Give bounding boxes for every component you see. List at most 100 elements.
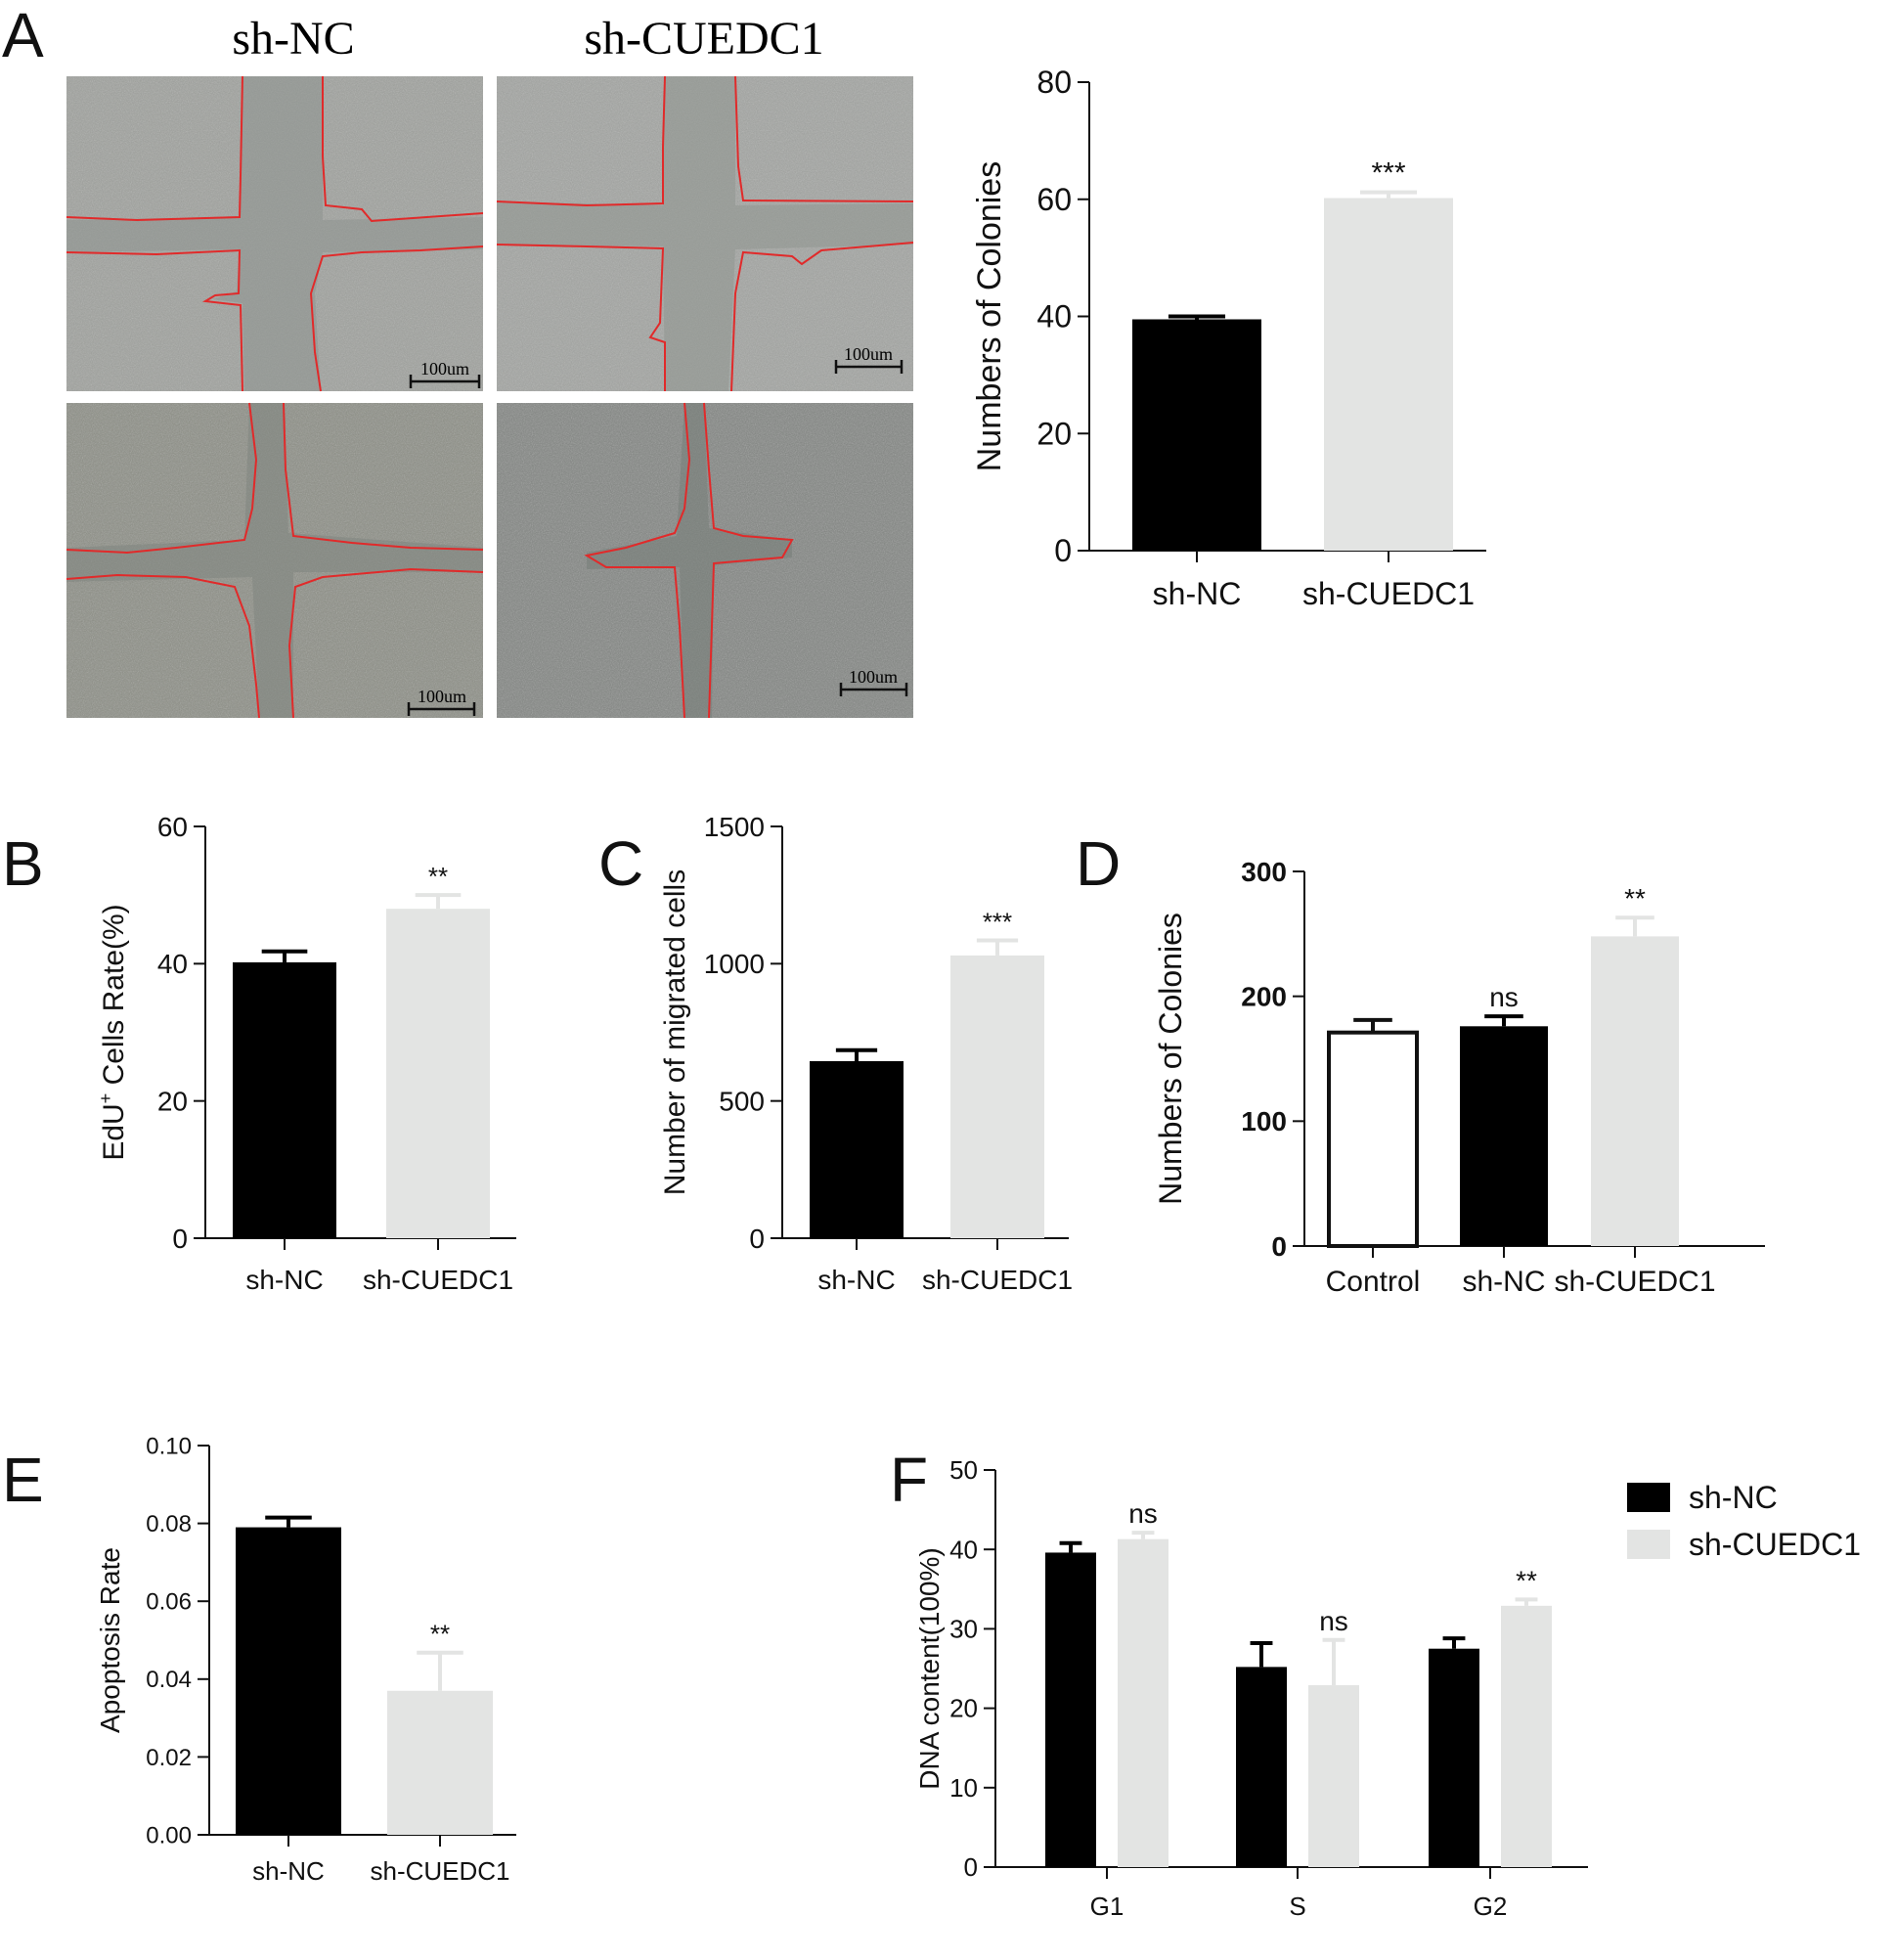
micrograph-sh-nc-24h: 100um (66, 402, 484, 719)
bar (1324, 198, 1453, 552)
x-tick-label: sh-NC (245, 1265, 323, 1295)
x-tick-label: sh-NC (1153, 576, 1242, 611)
bar (1429, 1648, 1479, 1867)
y-tick-label: 1500 (704, 812, 765, 842)
micrograph-label-sh-cuedc1: sh-CUEDC1 (584, 13, 823, 65)
scale-bar-label-4: 100um (849, 667, 898, 687)
legend-swatch (1627, 1530, 1670, 1559)
chart-c: 0 500 1000 1500 Number of migrated cells sh-N… (659, 812, 1073, 1295)
significance-label: ** (1516, 1565, 1537, 1595)
y-tick-label: 0.08 (146, 1511, 192, 1537)
chart-f: 0 10 20 30 40 50 DNA content(100%) ns G1 ns S ** G2 s… (914, 1455, 1861, 1921)
legend-swatch (1627, 1483, 1670, 1512)
bar (1118, 1538, 1168, 1867)
y-tick-label: 0 (749, 1224, 765, 1254)
panel-letter-b: B (2, 828, 44, 899)
legend-label: sh-NC (1689, 1480, 1778, 1515)
y-tick-label: 40 (949, 1535, 978, 1564)
significance-label: ns (1128, 1498, 1158, 1529)
bar (1460, 1026, 1548, 1246)
panel-letter-c: C (598, 828, 643, 899)
y-tick-label: 60 (157, 812, 188, 842)
bar (1236, 1667, 1287, 1867)
bar (950, 955, 1044, 1238)
panel-letter-d: D (1076, 828, 1121, 899)
significance-label: ns (1319, 1606, 1348, 1636)
bar (1591, 936, 1679, 1246)
chart-d: 0 100 200 300 Numbers of Colonies Control ns sh… (1153, 857, 1765, 1298)
y-tick-label: 20 (157, 1086, 188, 1116)
bar (1308, 1685, 1359, 1867)
significance-label: ** (430, 1620, 450, 1649)
chart-b: 0 20 40 60 EdU+ Cells Rate(%) sh-NC ** sh-CUEDC… (96, 812, 516, 1295)
y-tick-label: 20 (949, 1694, 978, 1723)
significance-label: *** (983, 907, 1012, 936)
panel-letter-e: E (2, 1445, 44, 1515)
bar (1132, 319, 1261, 551)
y-axis-label: Numbers of Colonies (1153, 913, 1188, 1205)
bar (233, 961, 336, 1238)
x-tick-label: Control (1326, 1266, 1421, 1298)
y-tick-label: 20 (1036, 416, 1072, 451)
y-axis-label: Number of migrated cells (659, 869, 691, 1195)
y-tick-label: 0.04 (146, 1667, 192, 1693)
micrograph-grid: sh-NC sh-CUEDC1 100um 100um (66, 13, 914, 719)
legend: sh-NC sh-CUEDC1 (1627, 1480, 1861, 1562)
legend-label: sh-CUEDC1 (1689, 1527, 1861, 1562)
y-axis-label: DNA content(100%) (914, 1547, 945, 1789)
y-tick-label: 0.10 (146, 1433, 192, 1459)
y-tick-label: 0.02 (146, 1745, 192, 1771)
x-tick-label: sh-CUEDC1 (1554, 1266, 1715, 1298)
significance-label: *** (1371, 157, 1405, 190)
x-tick-label: sh-CUEDC1 (922, 1265, 1073, 1295)
bar (236, 1527, 341, 1835)
bar (1501, 1605, 1552, 1867)
micrograph-label-sh-nc: sh-NC (232, 13, 354, 65)
y-axis-label-superscript: + (96, 1093, 115, 1104)
y-axis-label: Numbers of Colonies (971, 161, 1008, 471)
x-tick-label: sh-NC (1462, 1266, 1545, 1298)
scale-bar-label-1: 100um (420, 359, 469, 379)
y-tick-label: 0.00 (146, 1822, 192, 1849)
y-tick-label: 30 (949, 1615, 978, 1644)
chart-a: 0 20 40 60 80 Numbers of Colonies sh-NC *** sh-C… (971, 65, 1486, 611)
micrograph-sh-cuedc1-0h: 100um (496, 75, 914, 392)
y-tick-label: 50 (949, 1455, 978, 1485)
significance-label: ** (428, 862, 448, 891)
x-tick-label: G1 (1090, 1892, 1124, 1921)
x-tick-label: sh-CUEDC1 (363, 1265, 513, 1295)
panel-letter-f: F (890, 1445, 928, 1515)
y-tick-label: 200 (1241, 981, 1287, 1011)
y-axis-label: EdU+ Cells Rate(%) (96, 904, 130, 1160)
x-tick-label: sh-NC (252, 1856, 325, 1886)
x-tick-label: sh-NC (817, 1265, 895, 1295)
y-tick-label: 100 (1241, 1106, 1287, 1136)
y-axis-label-rest: Cells Rate(%) (98, 904, 130, 1092)
bar (1327, 1030, 1419, 1248)
y-tick-label: 500 (719, 1086, 765, 1116)
significance-label: ns (1489, 982, 1519, 1012)
y-tick-label: 40 (157, 949, 188, 979)
y-tick-label: 0 (1054, 533, 1072, 568)
y-tick-label: 0 (964, 1852, 978, 1882)
bar (810, 1060, 904, 1238)
bar (386, 909, 490, 1238)
y-tick-label: 0.06 (146, 1589, 192, 1616)
y-tick-label: 0 (1271, 1231, 1287, 1262)
chart-e: 0.00 0.02 0.04 0.06 0.08 0.10 Apoptosis Rate sh… (95, 1433, 516, 1886)
y-tick-label: 1000 (704, 949, 765, 979)
y-tick-label: 0 (172, 1224, 188, 1254)
scale-bar-label-3: 100um (418, 687, 466, 706)
x-tick-label: sh-CUEDC1 (370, 1856, 509, 1886)
micrograph-sh-cuedc1-24h: 100um (497, 402, 913, 719)
micrograph-sh-nc-0h: 100um (66, 75, 484, 392)
y-tick-label: 300 (1241, 857, 1287, 887)
x-tick-label: sh-CUEDC1 (1302, 576, 1475, 611)
y-axis-label: Apoptosis Rate (95, 1547, 125, 1733)
panel-letter-a: A (2, 0, 44, 70)
y-tick-label: 10 (949, 1773, 978, 1803)
x-tick-label: G2 (1474, 1892, 1508, 1921)
y-tick-label: 60 (1036, 182, 1072, 217)
x-tick-label: S (1289, 1892, 1305, 1921)
